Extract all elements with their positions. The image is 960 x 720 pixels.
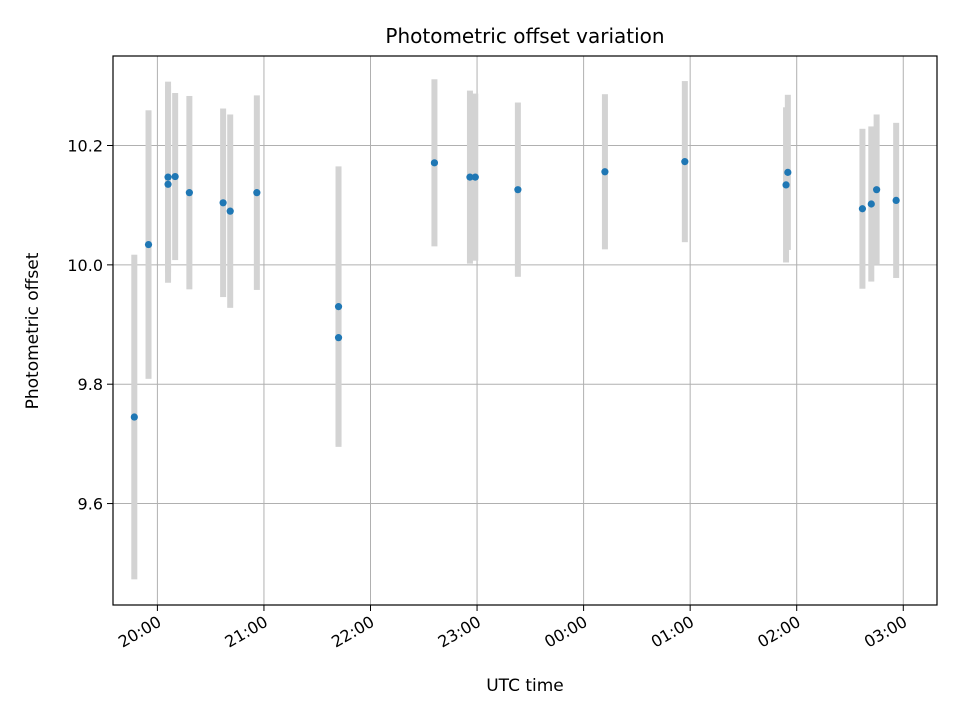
data-point: [601, 168, 609, 176]
y-axis-ticks: 9.6 9.8 10.0 10.2: [67, 137, 113, 514]
grid-lines: [113, 56, 937, 605]
data-point: [471, 173, 479, 181]
data-point: [144, 240, 153, 249]
data-point: [858, 205, 867, 213]
data-point: [873, 186, 881, 194]
data-point: [681, 158, 689, 166]
data-point: [466, 173, 474, 181]
data-point: [782, 181, 790, 189]
data-point: [430, 159, 439, 167]
y-tick-label: 9.6: [78, 495, 103, 514]
y-tick-label: 10.2: [67, 137, 103, 156]
data-point: [784, 168, 792, 176]
data-point: [334, 334, 343, 342]
data-point: [334, 303, 343, 311]
y-axis-label: Photometric offset: [23, 252, 43, 409]
plot-area: [113, 56, 937, 605]
data-point: [130, 413, 138, 421]
chart-title: Photometric offset variation: [385, 24, 664, 48]
data-point: [867, 200, 875, 208]
x-axis-label: UTC time: [486, 676, 564, 696]
y-tick-label: 9.8: [78, 375, 103, 394]
data-point: [164, 180, 172, 188]
data-point: [171, 172, 179, 181]
data-point: [219, 199, 227, 207]
data-point: [226, 207, 234, 215]
data-points: [130, 158, 900, 421]
plot-frame: [112, 55, 938, 606]
data-point: [185, 189, 193, 197]
y-tick-label: 10.0: [67, 256, 103, 275]
data-point: [253, 189, 261, 197]
data-point: [892, 196, 900, 205]
data-point: [164, 173, 172, 181]
data-point: [514, 186, 522, 194]
